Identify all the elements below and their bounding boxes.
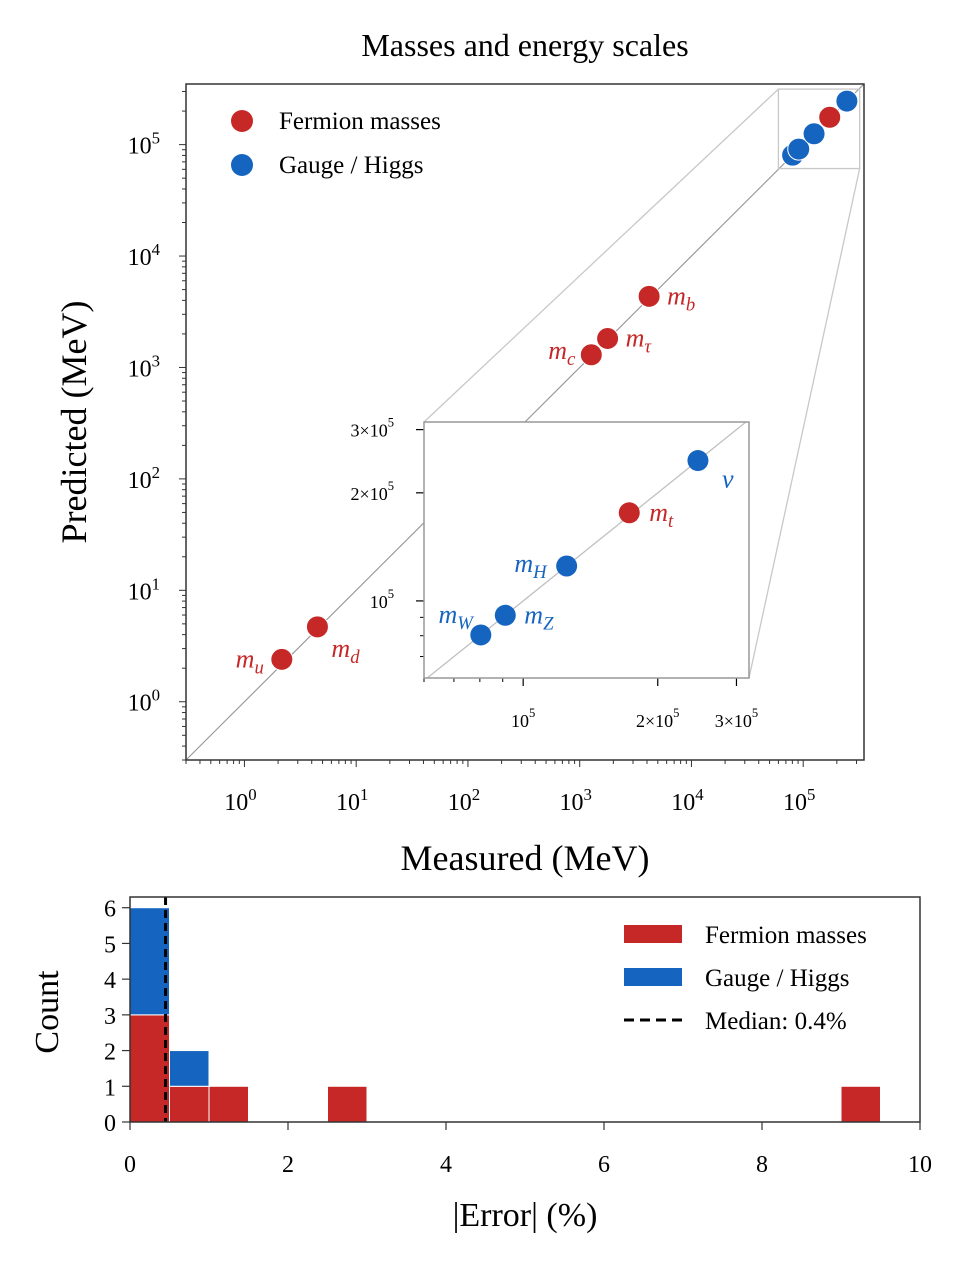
- hist-frame: [129, 896, 921, 1123]
- hist-legend-label: Gauge / Higgs: [705, 965, 849, 992]
- inset-point-label: mW: [438, 600, 474, 634]
- hist-y-tick-label: 6: [104, 897, 116, 923]
- inset-data-point-v: [687, 450, 709, 472]
- hist-y-tick-label: 3: [104, 1004, 116, 1030]
- inset-y-tick-label: 3×105: [351, 416, 394, 441]
- hist-x-tick-label: 8: [756, 1152, 768, 1178]
- inset-data-point-m_H: [556, 555, 578, 577]
- point-label: mc: [548, 336, 576, 370]
- y-tick-label: 102: [128, 463, 160, 494]
- y-tick-label: 105: [128, 129, 160, 160]
- x-tick-label: 105: [783, 785, 815, 816]
- hist-x-tick-label: 0: [124, 1152, 136, 1178]
- data-point-m_Z: [787, 137, 811, 161]
- inset-y-tick-label: 2×105: [351, 479, 394, 504]
- hist-x-axis-label: |Error| (%): [453, 1197, 598, 1234]
- hist-legend-label: Fermion masses: [705, 922, 867, 949]
- data-point-m_d: [305, 615, 329, 639]
- x-tick-label: 104: [671, 785, 704, 816]
- x-tick-label: 102: [448, 785, 480, 816]
- hist-y-tick-label: 4: [104, 968, 116, 994]
- x-tick-label: 103: [559, 785, 591, 816]
- hist-x-tick-label: 4: [440, 1152, 452, 1178]
- y-axis-label: Predicted (MeV): [54, 301, 94, 544]
- hist-y-tick-label: 2: [104, 1040, 116, 1066]
- hist-y-tick-label: 1: [104, 1075, 116, 1101]
- zoom-region-rect: [777, 88, 861, 170]
- inset-x-tick-label: 2×105: [636, 706, 679, 731]
- inset-y-tick-label: 105: [370, 587, 394, 612]
- y-tick-label: 101: [128, 574, 160, 605]
- hist-bar-fermion: [129, 1014, 170, 1123]
- inset-x-tick-label: 3×105: [715, 706, 758, 731]
- y-tick-label: 103: [128, 351, 160, 382]
- hist-bar-fermion: [169, 1085, 210, 1123]
- legend-marker-gauge: [231, 154, 253, 176]
- inset-point-label: v: [722, 465, 734, 494]
- y-tick-label: 104: [128, 240, 161, 271]
- point-label: mu: [236, 644, 264, 678]
- legend-label: Fermion masses: [279, 108, 441, 135]
- data-point-m_c: [579, 343, 603, 367]
- x-tick-label: 101: [336, 785, 368, 816]
- hist-bar-gauge: [169, 1050, 210, 1087]
- data-point-m_u: [270, 647, 294, 671]
- hist-bar-fermion: [208, 1085, 249, 1123]
- data-point-m_b: [637, 284, 661, 308]
- hist-legend-swatch-gauge: [624, 968, 682, 986]
- inset-point-label: mZ: [524, 600, 554, 634]
- zoom-connector-line: [423, 88, 779, 423]
- legend-marker-fermion: [231, 110, 253, 132]
- hist-bar-fermion: [840, 1085, 881, 1123]
- hist-legend-median-label: Median: 0.4%: [705, 1008, 847, 1035]
- hist-x-tick-label: 6: [598, 1152, 610, 1178]
- zoom-connector-line: [748, 168, 861, 679]
- inset-point-label: mt: [649, 498, 674, 532]
- point-label: mb: [667, 281, 695, 315]
- hist-y-tick-label: 0: [104, 1111, 116, 1137]
- data-point-v: [835, 89, 859, 113]
- data-point-m_τ: [596, 326, 620, 350]
- scatter-plot: 100 101 102 103 104 105 100 101 102 103 104 105 mu md…: [128, 83, 865, 816]
- data-point-m_t: [818, 105, 842, 129]
- x-tick-label: 100: [224, 785, 256, 816]
- y-tick-label: 100: [128, 686, 160, 717]
- inset-frame: [423, 421, 750, 679]
- legend-label: Gauge / Higgs: [279, 152, 423, 179]
- data-point-m_H: [802, 122, 826, 146]
- x-axis-label: Measured (MeV): [401, 838, 650, 878]
- chart-title: Masses and energy scales: [361, 27, 688, 63]
- inset-point-label: mH: [514, 549, 548, 583]
- inset-data-point-m_W: [470, 624, 492, 646]
- inset-data-point-m_Z: [494, 604, 516, 626]
- inset-x-tick-label: 105: [511, 706, 535, 731]
- point-label: mτ: [626, 323, 653, 357]
- hist-x-tick-label: 2: [282, 1152, 294, 1178]
- point-label: md: [331, 634, 360, 668]
- hist-legend-swatch-fermion: [624, 925, 682, 943]
- inset-data-point-m_t: [618, 502, 640, 524]
- hist-bar-gauge: [129, 907, 170, 1016]
- hist-y-tick-label: 5: [104, 932, 116, 958]
- plot-frame: [185, 83, 865, 761]
- inset-plot: 105 2×105 3×105 105 2×105 3×105 mt mW mZ mH v: [351, 416, 759, 731]
- hist-bar-fermion: [327, 1085, 368, 1123]
- hist-y-axis-label: Count: [29, 970, 66, 1054]
- hist-x-tick-label: 10: [908, 1152, 932, 1178]
- histogram: 0 2 4 6 8 10 0 1 2 3 4 5 6 Fermion masses Gauge / Higg…: [104, 896, 932, 1178]
